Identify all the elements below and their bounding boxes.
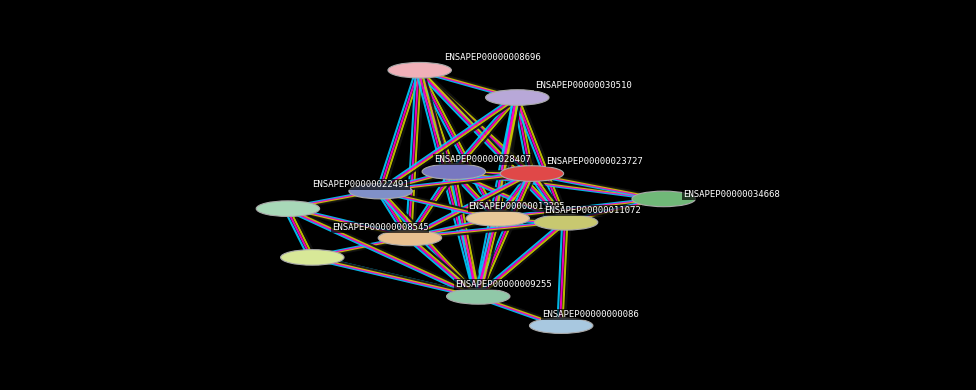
Ellipse shape	[501, 166, 564, 181]
Ellipse shape	[349, 183, 413, 199]
Ellipse shape	[467, 211, 530, 226]
Ellipse shape	[280, 250, 345, 265]
Ellipse shape	[632, 191, 696, 207]
Ellipse shape	[423, 164, 486, 179]
Text: ENSAPEP00000022491: ENSAPEP00000022491	[312, 180, 409, 189]
Text: ENSAPEP00000034668: ENSAPEP00000034668	[683, 190, 780, 199]
Ellipse shape	[529, 318, 593, 333]
Text: ENSAPEP00000000086: ENSAPEP00000000086	[542, 310, 638, 319]
Ellipse shape	[256, 201, 320, 216]
Ellipse shape	[388, 62, 452, 78]
Ellipse shape	[485, 90, 549, 105]
Text: ENSAPEP00000030510: ENSAPEP00000030510	[535, 81, 631, 90]
Text: ENSAPEP00000023727: ENSAPEP00000023727	[547, 157, 643, 166]
Ellipse shape	[447, 289, 510, 304]
Text: ENSAPEP00000008545: ENSAPEP00000008545	[332, 223, 428, 232]
Text: ENSAPEP00000028407: ENSAPEP00000028407	[434, 155, 531, 164]
Text: ENSAPEP00000009255: ENSAPEP00000009255	[455, 280, 551, 289]
Text: ENSAPEP00000011072: ENSAPEP00000011072	[545, 206, 641, 215]
Ellipse shape	[534, 215, 597, 230]
Text: ENSAPEP00000013395: ENSAPEP00000013395	[468, 202, 565, 211]
Text: ENSAPEP00000008696: ENSAPEP00000008696	[444, 53, 541, 62]
Ellipse shape	[378, 230, 441, 246]
